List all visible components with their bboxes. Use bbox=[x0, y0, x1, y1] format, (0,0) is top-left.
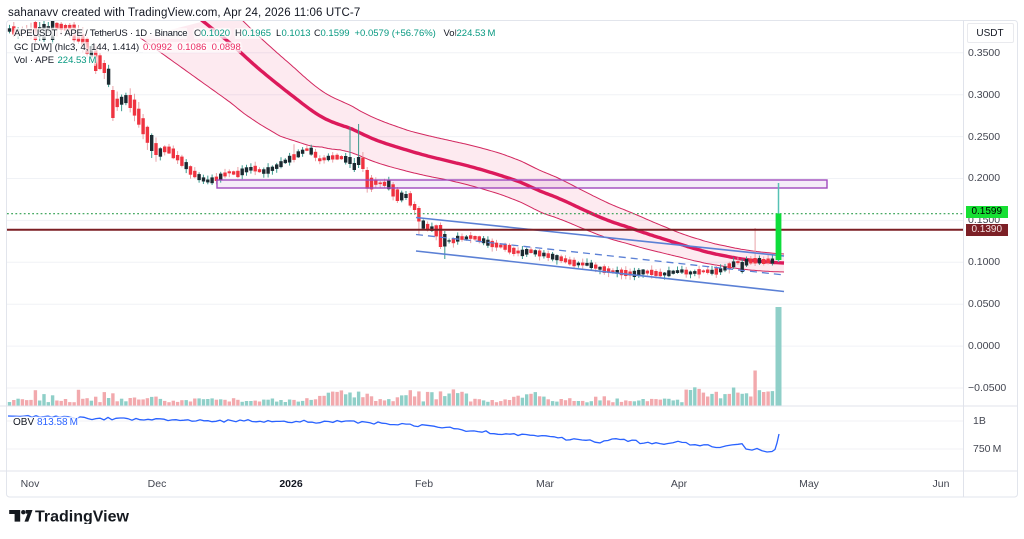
svg-text:TradingView: TradingView bbox=[35, 509, 130, 524]
